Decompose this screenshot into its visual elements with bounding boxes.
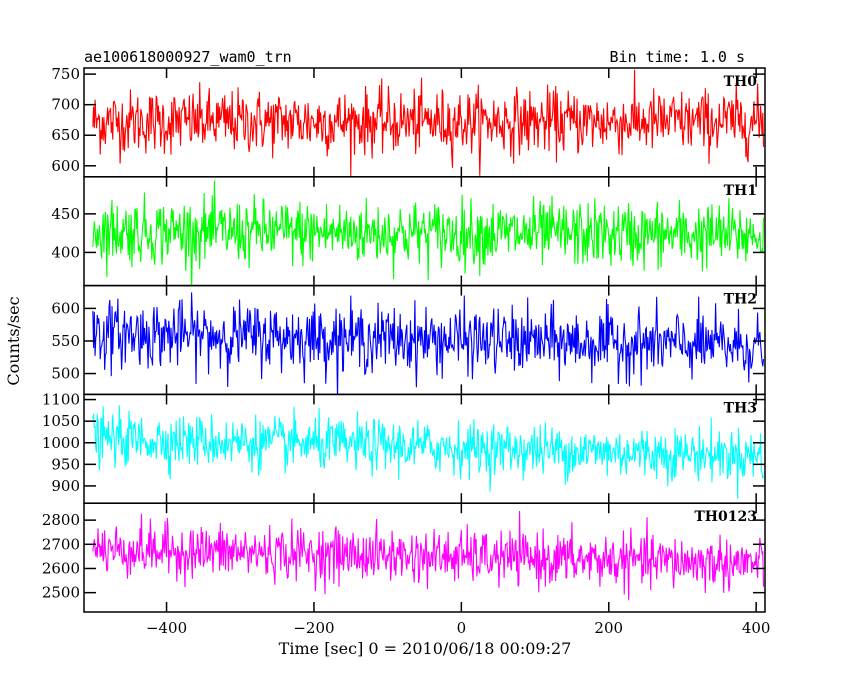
series-th0 [92,69,765,177]
chart-title-right: Bin time: 1.0 s [610,48,745,66]
panel-label: TH1 [724,183,757,199]
panel-th1: 400 450 TH1 [51,176,766,287]
y-tick-label: 2600 [42,559,80,577]
x-axis: −400 −200 0 200 400 [146,619,771,637]
panel-label: TH2 [724,292,757,308]
y-tick-label: 2800 [42,511,80,529]
y-tick-label: 950 [51,455,80,473]
panel-th3: 900 950 1000 1050 1100 TH3 [42,391,766,504]
y-tick-label: 650 [51,126,80,144]
panel-label: TH0 [724,74,758,90]
y-tick-label: 550 [51,332,80,350]
panel-th2: 500 550 600 TH2 [51,284,766,396]
y-tick-label: 450 [51,205,80,223]
series-th3 [92,405,765,499]
y-tick-label: 1100 [42,391,80,409]
x-tick-label: −200 [293,619,334,637]
y-tick-label: 2500 [42,584,80,602]
x-tick-label: −400 [146,619,187,637]
series-th1 [92,180,765,286]
x-tick-label: 400 [742,619,771,637]
panel-th0: 600 650 700 750 TH0 [51,65,766,178]
y-tick-label: 500 [51,365,80,383]
panel-frame [83,502,766,613]
y-axis-title: Counts/sec [4,296,23,385]
chart-title-left: ae100618000927_wam0_trn [84,48,292,66]
y-tick-label: 2700 [42,535,80,553]
panel-label: TH3 [724,400,757,416]
series-th2 [92,292,765,395]
y-tick-label: 700 [51,96,80,114]
x-tick-label: 200 [594,619,623,637]
y-tick-label: 400 [51,243,80,261]
panel-label: TH0123 [694,509,757,525]
y-tick-label: 900 [51,477,80,495]
x-tick-label: 0 [457,619,467,637]
x-axis-title: Time [sec] 0 = 2010/06/18 00:09:27 [279,639,572,658]
y-tick-label: 600 [51,157,80,175]
y-tick-label: 1000 [42,434,80,452]
y-tick-label: 600 [51,299,80,317]
y-tick-label: 1050 [42,412,80,430]
series-th0123 [92,510,765,601]
y-tick-label: 750 [51,65,80,83]
panel-th0123: 2500 2600 2700 2800 TH0123 [42,502,766,613]
